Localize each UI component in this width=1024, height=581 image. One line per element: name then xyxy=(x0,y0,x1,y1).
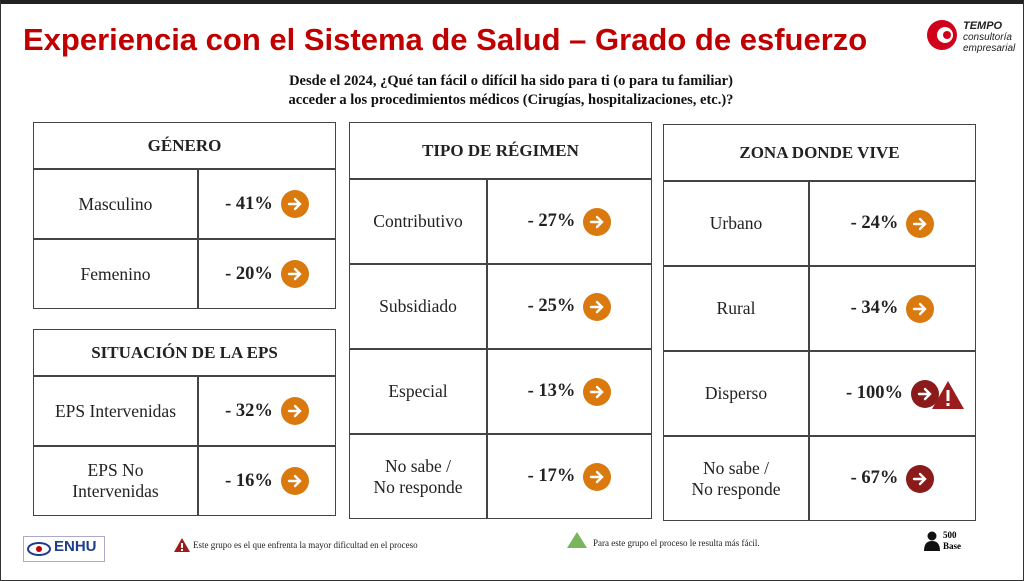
row-label: EPS Intervenidas xyxy=(33,376,198,446)
arrow-icon xyxy=(906,209,935,238)
logo-icon xyxy=(927,20,957,50)
arrow-icon xyxy=(583,462,612,491)
section-title: TIPO DE RÉGIMEN xyxy=(349,122,652,179)
row-value: - 41% xyxy=(198,169,336,239)
arrow-icon xyxy=(906,464,935,493)
value-text: - 34% xyxy=(850,298,899,318)
green-triangle xyxy=(567,532,587,548)
logo-line: empresarial xyxy=(963,43,1016,54)
row-label: Urbano xyxy=(663,181,809,266)
brand-logo: ENHU xyxy=(23,536,105,562)
arrow-icon xyxy=(583,377,612,406)
value-text: - 17% xyxy=(527,466,576,486)
row-value: - 25% xyxy=(487,264,652,349)
row-label: Femenino xyxy=(33,239,198,309)
arrow-icon xyxy=(280,260,309,288)
section-title: GÉNERO xyxy=(33,122,336,169)
note-hard: Este grupo es el que enfrenta la mayor d… xyxy=(193,540,418,550)
row-label: Masculino xyxy=(33,169,198,239)
brand-name: ENHU xyxy=(54,538,97,555)
row-value: - 24% xyxy=(809,181,976,266)
row-value: - 34% xyxy=(809,266,976,351)
row-value: - 32% xyxy=(198,376,336,446)
person-icon xyxy=(924,531,940,551)
logo-line: consultoría xyxy=(963,32,1012,43)
row-value: - 13% xyxy=(487,349,652,434)
logo: TEMPO consultoría empresarial xyxy=(923,14,1019,60)
row-value: - 27% xyxy=(487,179,652,264)
row-value: - 20% xyxy=(198,239,336,309)
logo-name: TEMPO xyxy=(963,20,1003,32)
row-label: Contributivo xyxy=(349,179,487,264)
row-value: - 17% xyxy=(487,434,652,519)
brand-icon xyxy=(27,542,51,556)
row-value: - 16% xyxy=(198,446,336,516)
section-title: SITUACIÓN DE LA EPS xyxy=(33,329,336,376)
value-text: - 16% xyxy=(225,470,273,491)
red-triangle xyxy=(174,538,190,552)
value-text: - 13% xyxy=(527,381,576,401)
note-easy: Para este grupo el proceso le resulta má… xyxy=(593,538,760,548)
value-text: - 41% xyxy=(225,193,273,214)
row-label: Especial xyxy=(349,349,487,434)
arrow-icon xyxy=(583,292,612,321)
arrow-icon xyxy=(906,294,935,323)
question: Desde el 2024, ¿Qué tan fácil o difícil … xyxy=(288,73,734,108)
row-value: - 100% xyxy=(809,351,976,436)
value-text: - 20% xyxy=(225,263,273,284)
row-value: - 67% xyxy=(809,436,976,521)
title: Experiencia con el Sistema de Salud – Gr… xyxy=(23,22,868,57)
base-label: Base xyxy=(943,541,961,551)
row-label: EPS No Intervenidas xyxy=(33,446,198,516)
warning-icon xyxy=(932,381,964,409)
value-text: - 24% xyxy=(850,213,899,233)
value-text: - 67% xyxy=(850,468,899,488)
value-text: - 27% xyxy=(527,211,576,231)
row-label: Disperso xyxy=(663,351,809,436)
section-title: ZONA DONDE VIVE xyxy=(663,124,976,181)
arrow-icon xyxy=(911,379,940,408)
row-label: Rural xyxy=(663,266,809,351)
value-text: - 25% xyxy=(527,296,576,316)
value-text: - 100% xyxy=(845,383,904,403)
arrow-icon xyxy=(280,190,309,218)
arrow-icon xyxy=(583,207,612,236)
value-text: - 32% xyxy=(225,400,273,421)
row-label: No sabe / No responde xyxy=(349,434,487,519)
row-label: Subsidiado xyxy=(349,264,487,349)
arrow-icon xyxy=(280,397,309,425)
base-value: 500 xyxy=(943,530,957,540)
row-label: No sabe / No responde xyxy=(663,436,809,521)
arrow-icon xyxy=(280,467,309,495)
